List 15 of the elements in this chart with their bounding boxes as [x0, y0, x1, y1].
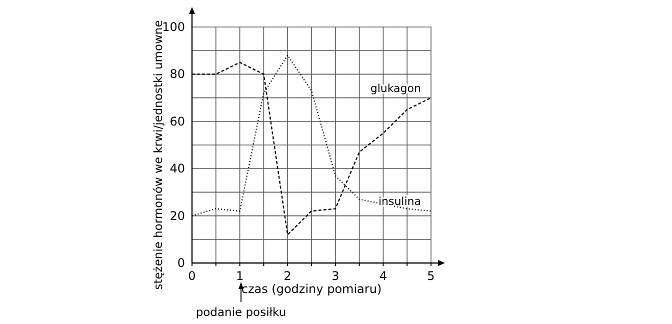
y-tick-label: 40 [170, 162, 185, 176]
y-tick-label: 0 [177, 256, 185, 270]
x-tick-label: 1 [236, 269, 244, 283]
y-tick-label: 80 [170, 67, 185, 82]
x-tick-label: 3 [332, 269, 340, 283]
x-tick-label: 4 [379, 269, 388, 283]
y-tick-label: 100 [162, 20, 185, 34]
y-axis-title: stężenie hormonów we krwi/jednostki umowne [151, 20, 165, 290]
x-tick-label: 2 [284, 269, 292, 283]
text: podanie posiłku [196, 305, 286, 319]
y-tick-label: 60 [170, 114, 185, 128]
x-tick-label: 5 [427, 269, 435, 283]
x-tick-label: 0 [188, 269, 196, 283]
x-axis-title: czas (godziny pomiaru) [241, 282, 382, 296]
y-tick-label: 20 [170, 208, 185, 223]
